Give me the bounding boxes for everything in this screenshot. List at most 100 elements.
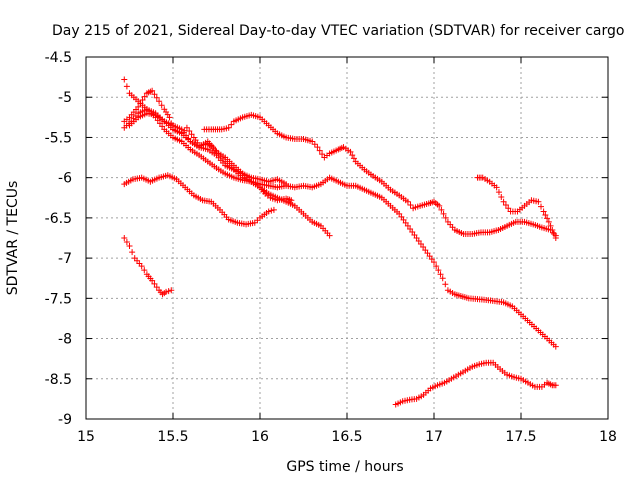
data-point — [535, 198, 542, 205]
data-point — [552, 382, 559, 389]
data-point — [166, 114, 173, 121]
x-tick-label: 17.5 — [505, 429, 536, 445]
y-axis: -4.5 -5 -5.5 -6 -6.5 -7 -7.5 -8 -8.5 -9 — [45, 50, 608, 428]
data-point — [540, 208, 547, 215]
x-axis-label: GPS time / hours — [286, 459, 403, 475]
data-point — [309, 138, 316, 145]
x-axis: 15 15.5 16 16.5 17 17.5 18 — [77, 57, 617, 445]
data-point — [442, 214, 449, 221]
data-point — [544, 215, 551, 222]
data-point — [268, 207, 275, 214]
data-point — [178, 126, 185, 133]
data-point — [431, 259, 437, 266]
data-point — [550, 229, 557, 236]
data-point — [347, 148, 354, 155]
y-tick-label: -8.5 — [45, 372, 72, 388]
series-track-1 — [121, 76, 559, 350]
data-point — [407, 225, 414, 232]
data-point — [545, 218, 552, 225]
data-point — [411, 231, 418, 238]
x-tick-label: 16.5 — [331, 429, 362, 445]
data-point — [141, 93, 148, 100]
data-point — [551, 230, 558, 237]
data-point — [151, 91, 158, 98]
data-point — [163, 288, 170, 295]
data-point — [549, 226, 556, 233]
data-point — [141, 267, 148, 274]
data-point — [350, 155, 357, 162]
series-track-9 — [474, 174, 559, 241]
data-point — [316, 147, 323, 154]
data-point — [319, 151, 326, 158]
data-point — [442, 281, 449, 288]
data-point — [153, 94, 160, 101]
series-track-7 — [121, 235, 175, 298]
data-point — [547, 222, 554, 229]
data-point — [183, 124, 190, 131]
data-point — [158, 102, 165, 109]
data-point — [123, 83, 130, 90]
data-point — [437, 271, 444, 278]
data-point — [265, 208, 272, 215]
data-point — [400, 216, 407, 223]
y-tick-label: -6.5 — [45, 211, 72, 227]
data-point — [225, 124, 232, 131]
y-tick-label: -9 — [58, 412, 72, 428]
y-tick-label: -5.5 — [45, 130, 72, 146]
x-tick-label: 18 — [599, 429, 617, 445]
data-point — [185, 135, 192, 142]
data-point — [428, 256, 435, 263]
chart-title: Day 215 of 2021, Sidereal Day-to-day VTE… — [52, 23, 624, 39]
data-point — [493, 184, 500, 191]
data-point — [424, 250, 431, 257]
data-point — [422, 247, 429, 254]
data-point — [168, 287, 175, 294]
data-point — [138, 263, 145, 270]
data-point — [498, 193, 505, 200]
data-point — [139, 97, 146, 104]
data-point — [542, 211, 549, 218]
data-point — [314, 144, 321, 151]
data-point — [153, 284, 160, 291]
x-tick-label: 16 — [251, 429, 269, 445]
x-tick-label: 15.5 — [157, 429, 188, 445]
data-point — [349, 152, 356, 159]
data-point — [398, 213, 405, 220]
y-axis-label: SDTVAR / TECUs — [5, 181, 21, 296]
data-point — [283, 181, 290, 188]
data-point — [210, 145, 217, 152]
y-tick-label: -5 — [58, 90, 72, 106]
data-point — [404, 222, 411, 229]
data-point — [180, 129, 187, 136]
data-point — [436, 202, 443, 209]
data-point — [440, 210, 447, 217]
data-point — [433, 263, 440, 270]
data-point — [159, 123, 166, 130]
data-point — [409, 228, 416, 235]
y-tick-label: -7.5 — [45, 291, 72, 307]
data-point — [426, 253, 433, 260]
data-point — [123, 239, 130, 246]
data-point — [121, 76, 128, 83]
data-point — [188, 131, 195, 138]
data-point — [149, 277, 156, 284]
data-point — [137, 100, 144, 107]
data-point — [149, 87, 156, 94]
data-point — [438, 206, 445, 213]
data-point — [402, 219, 409, 226]
data-point — [415, 238, 422, 245]
data-point — [186, 128, 193, 135]
data-point — [288, 197, 295, 204]
data-point — [439, 275, 446, 282]
series-track-6 — [121, 172, 277, 228]
y-tick-label: -8 — [58, 332, 72, 348]
data-point — [228, 121, 235, 128]
series-track-8 — [392, 359, 559, 408]
data-point — [151, 280, 158, 287]
data-point — [404, 198, 411, 205]
data-point — [121, 235, 128, 241]
data-point — [126, 243, 133, 250]
x-tick-label: 17 — [425, 429, 443, 445]
series-track-5 — [201, 111, 559, 239]
